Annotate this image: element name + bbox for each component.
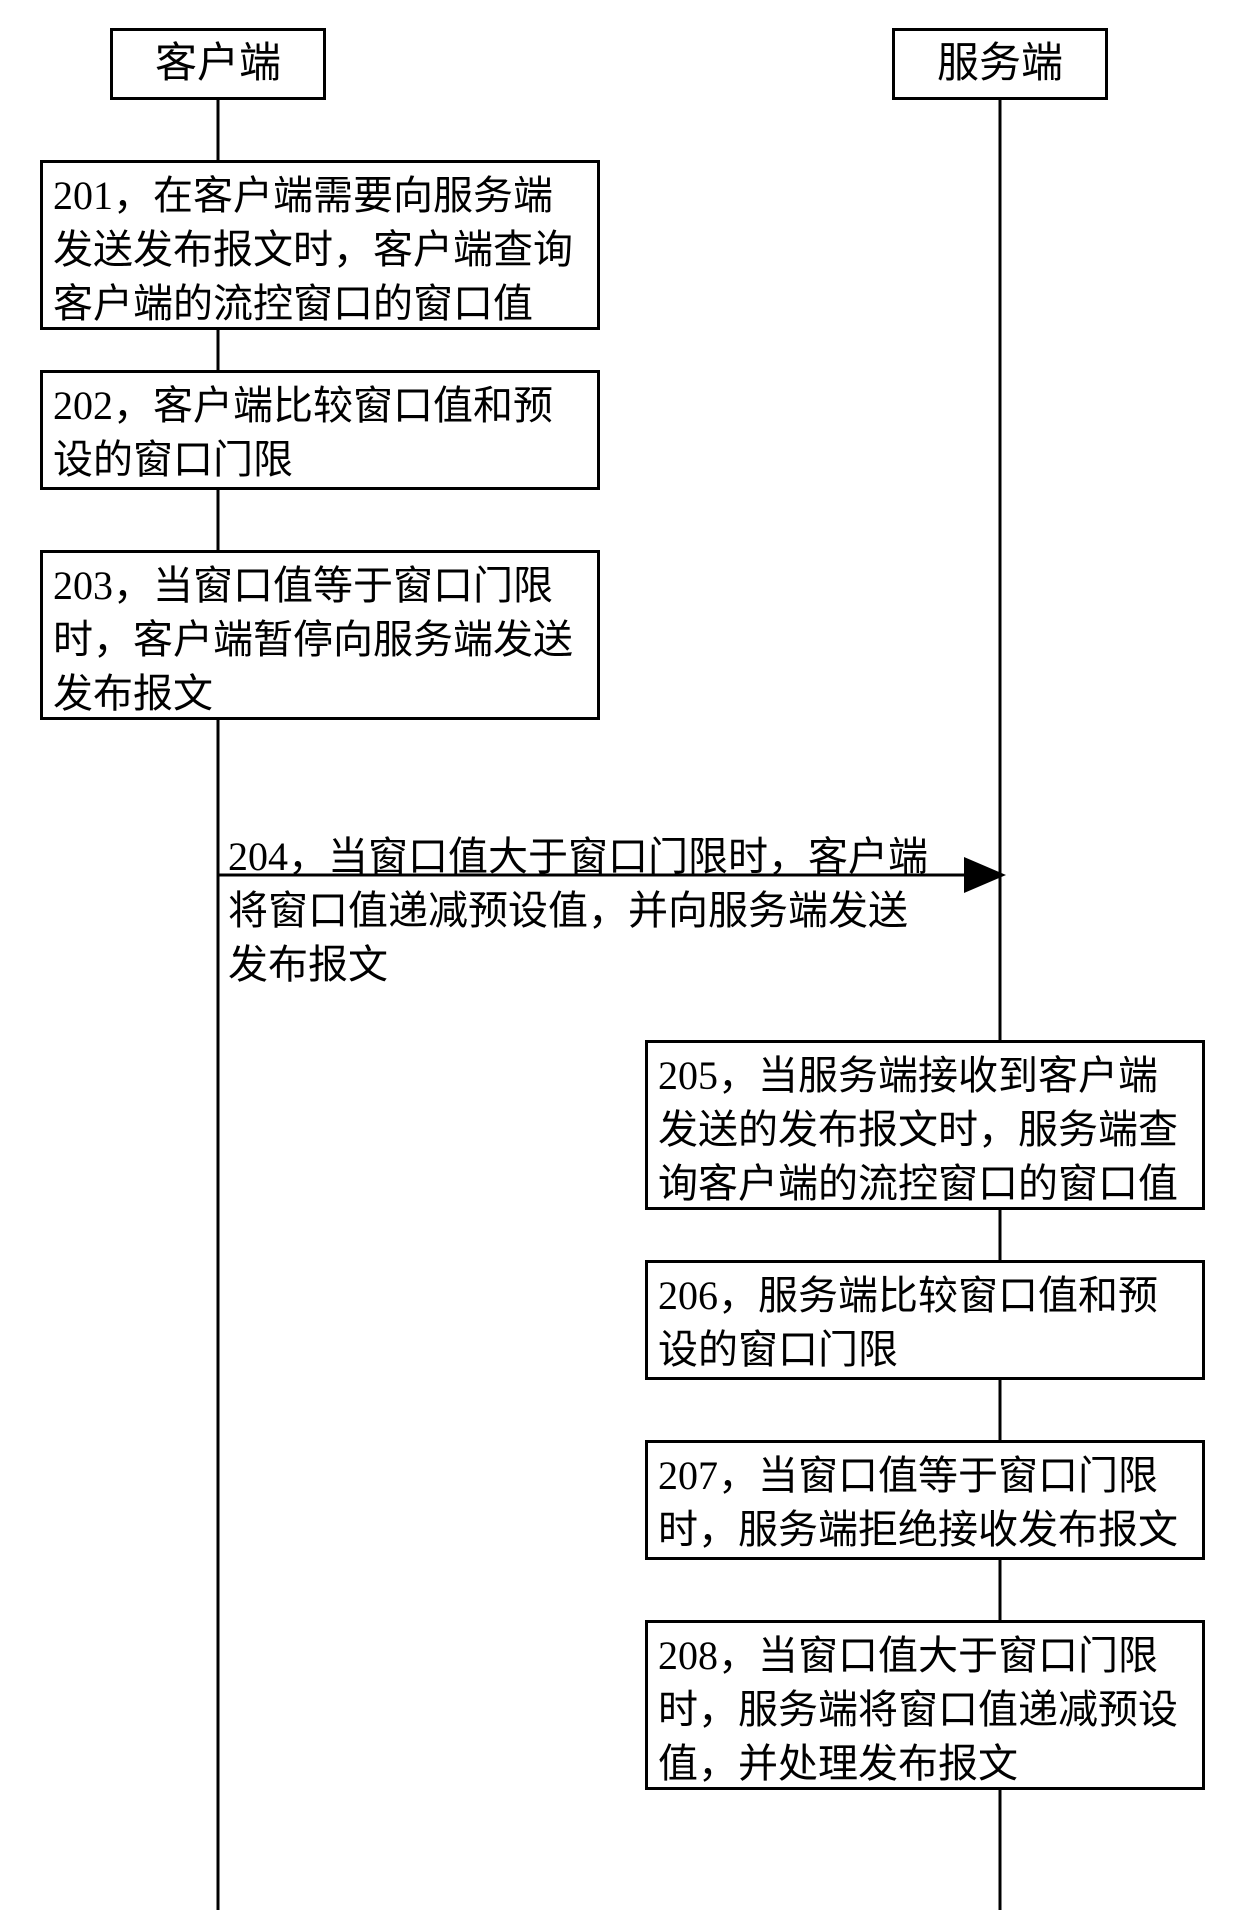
step-201-text: 201，在客户端需要向服务端发送发布报文时，客户端查询客户端的流控窗口的窗口值	[53, 169, 587, 331]
step-205: 205，当服务端接收到客户端发送的发布报文时，服务端查询客户端的流控窗口的窗口值	[645, 1040, 1205, 1210]
lane-header-server-label: 服务端	[937, 36, 1063, 93]
step-208-text: 208，当窗口值大于窗口门限时，服务端将窗口值递减预设值，并处理发布报文	[658, 1629, 1192, 1791]
step-206: 206，服务端比较窗口值和预设的窗口门限	[645, 1260, 1205, 1380]
step-208: 208，当窗口值大于窗口门限时，服务端将窗口值递减预设值，并处理发布报文	[645, 1620, 1205, 1790]
step-202: 202，客户端比较窗口值和预设的窗口门限	[40, 370, 600, 490]
lane-header-server: 服务端	[892, 28, 1108, 100]
lane-header-client: 客户端	[110, 28, 326, 100]
step-203-text: 203，当窗口值等于窗口门限时，客户端暂停向服务端发送发布报文	[53, 559, 587, 721]
step-202-text: 202，客户端比较窗口值和预设的窗口门限	[53, 379, 587, 487]
step-201: 201，在客户端需要向服务端发送发布报文时，客户端查询客户端的流控窗口的窗口值	[40, 160, 600, 330]
step-206-text: 206，服务端比较窗口值和预设的窗口门限	[658, 1269, 1192, 1377]
step-207: 207，当窗口值等于窗口门限时，服务端拒绝接收发布报文	[645, 1440, 1205, 1560]
message-204-text: 204，当窗口值大于窗口门限时，客户端将窗口值递减预设值，并向服务端发送发布报文	[228, 834, 928, 987]
step-207-text: 207，当窗口值等于窗口门限时，服务端拒绝接收发布报文	[658, 1449, 1192, 1557]
lane-header-client-label: 客户端	[155, 36, 281, 93]
message-204: 204，当窗口值大于窗口门限时，客户端将窗口值递减预设值，并向服务端发送发布报文	[228, 830, 938, 992]
step-203: 203，当窗口值等于窗口门限时，客户端暂停向服务端发送发布报文	[40, 550, 600, 720]
step-205-text: 205，当服务端接收到客户端发送的发布报文时，服务端查询客户端的流控窗口的窗口值	[658, 1049, 1192, 1211]
